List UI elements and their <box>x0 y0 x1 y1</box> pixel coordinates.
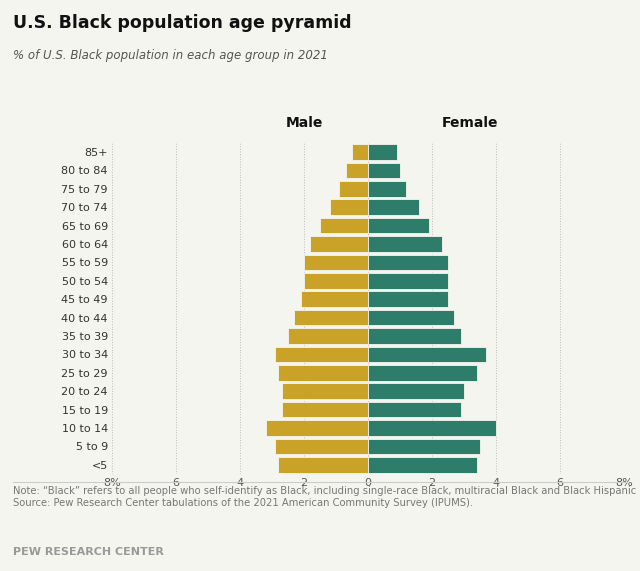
Bar <box>275 439 368 454</box>
Bar <box>304 273 368 288</box>
Text: Male: Male <box>285 115 323 130</box>
Bar <box>278 365 368 380</box>
Bar <box>368 291 448 307</box>
Text: % of U.S. Black population in each age group in 2021: % of U.S. Black population in each age g… <box>13 49 328 62</box>
Bar <box>368 273 448 288</box>
Text: PEW RESEARCH CENTER: PEW RESEARCH CENTER <box>13 546 164 557</box>
Bar <box>368 255 448 270</box>
Bar <box>368 236 442 252</box>
Bar <box>301 291 368 307</box>
Bar <box>368 163 400 178</box>
Text: Note: “Black” refers to all people who self-identify as Black, including single-: Note: “Black” refers to all people who s… <box>13 486 640 508</box>
Bar <box>352 144 368 160</box>
Bar <box>330 199 368 215</box>
Bar <box>278 457 368 473</box>
Bar <box>368 309 454 325</box>
Bar <box>282 402 368 417</box>
Bar <box>368 365 477 380</box>
Bar <box>368 383 464 399</box>
Bar <box>320 218 368 234</box>
Bar <box>368 347 486 362</box>
Bar <box>368 181 406 196</box>
Bar <box>304 255 368 270</box>
Bar <box>282 383 368 399</box>
Bar <box>275 347 368 362</box>
Bar <box>346 163 368 178</box>
Bar <box>288 328 368 344</box>
Bar <box>368 199 419 215</box>
Bar <box>368 439 480 454</box>
Bar <box>368 218 429 234</box>
Text: U.S. Black population age pyramid: U.S. Black population age pyramid <box>13 14 351 33</box>
Text: Female: Female <box>442 115 499 130</box>
Bar <box>368 420 496 436</box>
Bar <box>310 236 368 252</box>
Bar <box>266 420 368 436</box>
Bar <box>368 402 461 417</box>
Bar <box>368 144 397 160</box>
Bar <box>368 328 461 344</box>
Bar <box>368 457 477 473</box>
Bar <box>294 309 368 325</box>
Bar <box>339 181 368 196</box>
